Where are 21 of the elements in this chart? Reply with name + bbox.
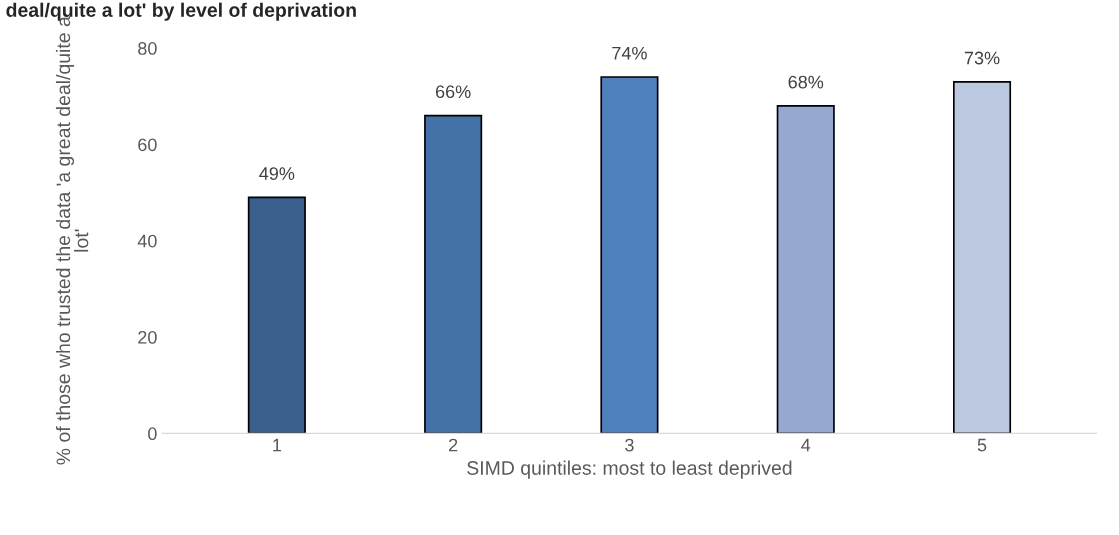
- data-label: 68%: [788, 75, 824, 89]
- bar: [247, 196, 306, 434]
- x-axis-title: SIMD quintiles: most to least deprived: [467, 460, 792, 479]
- y-tick-label: 60: [138, 138, 157, 152]
- y-tick-label: 40: [137, 234, 157, 248]
- bar: [424, 114, 483, 434]
- y-tick-label: 0: [148, 427, 157, 441]
- data-label: 74%: [612, 46, 647, 60]
- bar: [952, 81, 1012, 434]
- y-tick-label: 20: [138, 330, 157, 344]
- data-label: 49%: [259, 167, 295, 180]
- bar: [600, 76, 659, 434]
- x-tick-label: 3: [625, 438, 634, 452]
- y-tick-label: 80: [138, 42, 157, 55]
- bar: [776, 105, 835, 434]
- data-label: 73%: [964, 51, 1000, 65]
- x-tick-label: 4: [801, 438, 811, 452]
- x-tick-label: 1: [273, 438, 281, 452]
- x-tick-label: 2: [449, 438, 458, 452]
- x-tick-label: 5: [977, 438, 987, 452]
- data-label: 66%: [435, 85, 471, 99]
